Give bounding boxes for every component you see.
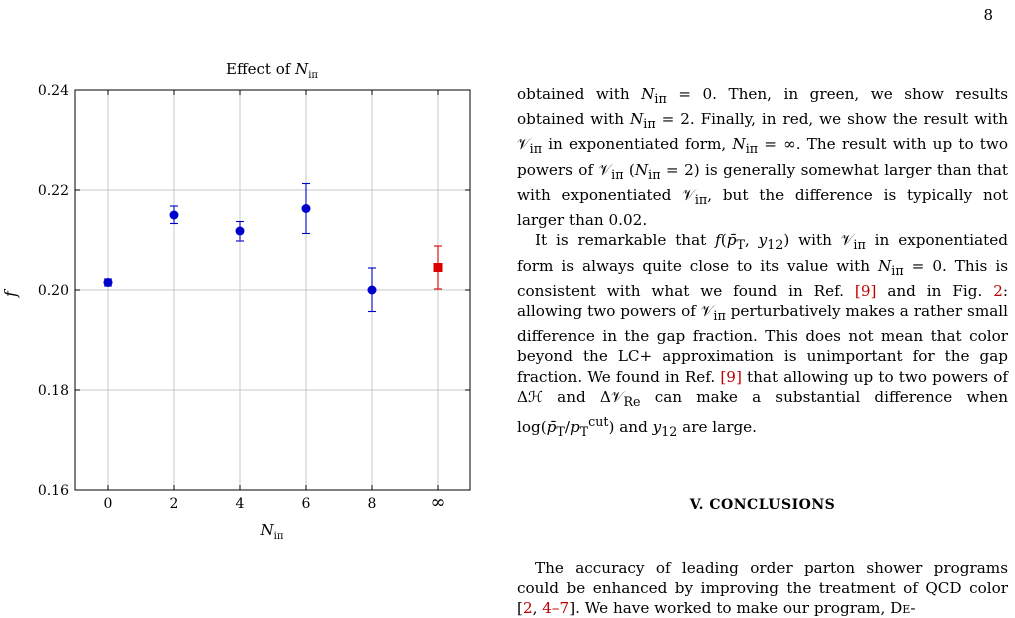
chart-svg: Effect of Niπ 0.16 0.18 0.20 0.22 0.24 0 2 4 6 8 ∞… [1, 60, 471, 542]
citation-link-9b[interactable]: [9] [720, 367, 742, 386]
x-tick-label: 8 [368, 496, 377, 512]
chart-title: Effect of Niπ [226, 60, 318, 81]
paragraph-1: obtained with Niπ = 0. Then, in green, w… [517, 85, 1008, 230]
y-tick-label: 0.16 [38, 483, 69, 499]
y-tick-label: 0.18 [38, 383, 69, 399]
citation-link-2[interactable]: 2 [522, 599, 533, 618]
chart-data-points [103, 182, 443, 313]
section-heading-conclusions: V. CONCLUSIONS [689, 497, 836, 514]
y-tick-label: 0.22 [38, 183, 69, 199]
page-number: 8 [983, 6, 993, 24]
data-point-circle [169, 210, 179, 220]
chart-axes: 0.16 0.18 0.20 0.22 0.24 0 2 4 6 8 ∞ [38, 83, 471, 513]
data-point-circle [235, 226, 245, 236]
x-tick-label: ∞ [431, 492, 446, 513]
x-tick-label: 4 [236, 496, 245, 512]
text-column: obtained with Niπ = 0. Then, in green, w… [517, 84, 1008, 618]
data-point-circle [103, 278, 113, 287]
data-point-square [433, 263, 443, 272]
data-point-circle [367, 285, 377, 295]
paragraph-2: It is remarkable that f(p̄T, y12) with 𝒱… [517, 231, 1009, 440]
chart-y-axis-label: f [1, 288, 20, 298]
x-tick-label: 0 [104, 496, 113, 512]
citation-link-4-7[interactable]: 4–7 [542, 599, 570, 618]
data-point-circle [301, 204, 311, 213]
chart-grid [75, 89, 470, 491]
citation-link-9[interactable]: [9] [854, 281, 877, 300]
y-tick-label: 0.24 [38, 83, 69, 99]
y-tick-label: 0.20 [38, 283, 69, 299]
chart-x-axis-label: Niπ [260, 521, 284, 542]
x-tick-label: 2 [170, 496, 179, 512]
figure-link-2[interactable]: 2 [993, 281, 1003, 300]
figure-chart: Effect of Niπ 0.16 0.18 0.20 0.22 0.24 0 2 4 6 8 ∞… [0, 50, 480, 590]
x-tick-label: 6 [302, 496, 311, 512]
